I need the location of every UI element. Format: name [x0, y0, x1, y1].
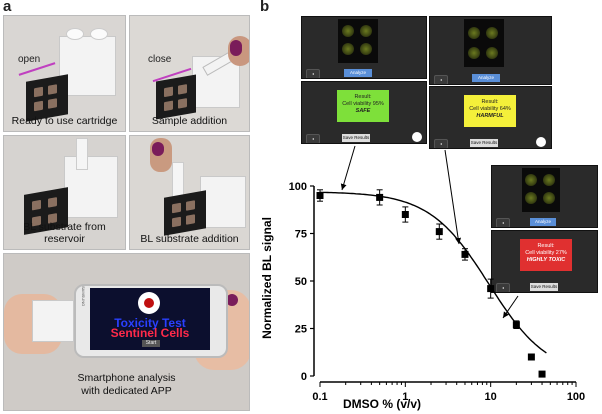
y-tick-label: 75	[295, 229, 307, 241]
caption: Ready to use cartridge	[11, 115, 118, 127]
result-box: Result: Cell viability 64% HARMFUL	[464, 95, 516, 127]
app-subtitle: Sentinel Cells	[110, 326, 190, 340]
result-title: Result:	[481, 99, 499, 105]
reservoir-tip	[76, 138, 88, 170]
x-tick-label: 100	[567, 391, 585, 403]
analyze-screen-2: ◂ Analyze	[429, 16, 552, 85]
cartridge	[164, 190, 206, 236]
back-icon[interactable]: ◂	[434, 75, 448, 84]
result-screen-1: Result: Cell viability 95% SAFE ◂ Save R…	[301, 81, 427, 144]
data-point	[401, 211, 409, 218]
data-point	[376, 193, 384, 201]
y-tick-label: 25	[295, 324, 307, 336]
data-point	[487, 285, 495, 293]
y-tick-label: 100	[289, 181, 307, 193]
fingernail	[152, 142, 164, 156]
close-label: close	[148, 54, 172, 65]
cartridge	[156, 74, 196, 120]
result-line: Cell viability 64%	[469, 106, 511, 112]
caption: BL substrate from reservoir	[23, 221, 106, 245]
save-results-button[interactable]: Save Results	[470, 139, 498, 147]
result-line: Cell viability 27%	[525, 250, 567, 256]
biohazard-icon	[536, 137, 546, 147]
back-icon[interactable]: ◂	[496, 218, 510, 227]
back-icon[interactable]: ◂	[306, 69, 320, 78]
result-box: Result: Cell viability 95% SAFE	[337, 90, 389, 122]
data-point	[461, 250, 469, 258]
result-verdict: HARMFUL	[476, 113, 504, 119]
data-point	[538, 370, 546, 378]
result-line: Cell viability 95%	[342, 101, 384, 107]
phone-brand: SAMSUNG	[81, 286, 86, 307]
x-tick-label: 1	[402, 391, 408, 403]
x-tick-label: 0.1	[312, 391, 327, 403]
caption: Smartphone analysis with dedicated APP	[77, 372, 176, 397]
y-tick-label: 50	[295, 276, 307, 288]
data-point	[316, 192, 324, 199]
cartridge-holder	[59, 36, 116, 96]
result-verdict: SAFE	[355, 108, 371, 114]
x-axis-label: DMSO % (v/v)	[343, 397, 421, 411]
x-tick-label: 10	[485, 391, 497, 403]
photo-smartphone: SAMSUNG Toxicity Test Sentinel Cells Sta…	[3, 253, 250, 411]
y-axis-label: Normalized BL signal	[260, 217, 274, 339]
open-label: open	[18, 54, 41, 65]
caption: BL substrate addition	[140, 233, 239, 245]
biohazard-icon	[412, 132, 422, 142]
analyze-screen-1: ◂ Analyze	[301, 16, 427, 79]
back-icon[interactable]: ◂	[496, 283, 510, 292]
photo-sample-addition: close Sample addition	[129, 15, 250, 132]
cartridge-holder	[32, 300, 74, 342]
analyze-button[interactable]: Analyze	[344, 69, 372, 77]
panel-a-letter: a	[3, 0, 12, 15]
result-screen-3: Result: Cell viability 27% HIGHLY TOXIC …	[491, 230, 598, 293]
result-title: Result:	[537, 243, 555, 249]
analyze-button[interactable]: Analyze	[472, 74, 500, 82]
y-tick-label: 0	[301, 371, 307, 383]
save-results-button[interactable]: Save Results	[342, 134, 370, 142]
cartridge-holder	[64, 156, 118, 218]
result-box: Result: Cell viability 27% HIGHLY TOXIC	[520, 239, 572, 271]
fingernail	[230, 40, 242, 56]
result-title: Result:	[354, 94, 372, 100]
app-title: Toxicity Test	[114, 316, 186, 330]
wells-image	[522, 168, 560, 212]
holder-stud	[66, 28, 84, 40]
data-marks	[316, 189, 547, 378]
back-icon[interactable]: ◂	[434, 139, 448, 148]
result-verdict: HIGHLY TOXIC	[526, 257, 566, 263]
analyze-screen-3: ◂ Analyze	[491, 165, 598, 228]
photo-bl-addition: BL substrate addition	[129, 135, 250, 250]
data-point	[527, 353, 535, 361]
back-icon[interactable]: ◂	[306, 134, 320, 143]
analyze-button[interactable]: Analyze	[530, 218, 556, 226]
biohazard-icon	[138, 292, 160, 314]
photo-ready-cartridge: open Ready to use cartridge	[3, 15, 126, 132]
data-point	[435, 228, 443, 236]
dose-response-chart: 0 25 50 75 100 0.1 1 10 100 Normalized BL signal…	[260, 181, 586, 411]
axes: 0 25 50 75 100 0.1 1 10 100	[289, 181, 586, 403]
caption: Sample addition	[151, 115, 228, 127]
fingernail	[226, 294, 238, 306]
wells-image	[464, 19, 504, 67]
data-point	[512, 321, 520, 329]
wells-image	[338, 19, 378, 63]
phone-screen: Toxicity Test Sentinel Cells Start	[90, 288, 210, 350]
fit-curve	[319, 191, 547, 354]
start-button[interactable]: Start	[142, 340, 160, 347]
photo-bl-reservoir: BL substrate from reservoir	[3, 135, 126, 250]
save-results-button[interactable]: Save Results	[530, 283, 558, 291]
result-screen-2: Result: Cell viability 64% HARMFUL ◂ Sav…	[429, 86, 552, 149]
holder-stud	[90, 28, 108, 40]
cartridge-holder	[200, 176, 246, 228]
panel-b-letter: b	[260, 0, 270, 15]
